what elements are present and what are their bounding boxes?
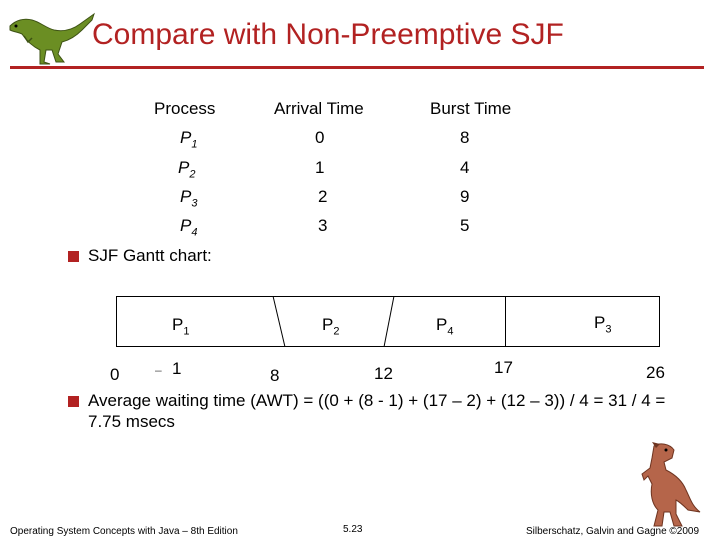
table-row-burst: 8: [460, 128, 470, 147]
table-row-burst: 4: [460, 158, 470, 177]
header-burst-time: Burst Time: [430, 99, 512, 118]
table-row-process: P2: [178, 158, 196, 181]
gantt-heading: SJF Gantt chart:: [88, 246, 212, 265]
table-row-burst: 9: [460, 187, 470, 206]
table-row-arrival: 1: [315, 158, 325, 177]
gantt-tick-dash: –: [155, 363, 162, 377]
gantt-chart: [116, 296, 660, 347]
gantt-segment-p2: P2: [322, 315, 340, 338]
gantt-tick: 1: [172, 359, 182, 378]
footer-book-title: Operating System Concepts with Java – 8t…: [10, 526, 238, 537]
bullet-icon: [68, 251, 79, 262]
bullet-icon: [68, 396, 79, 407]
header-process: Process: [154, 99, 216, 118]
slide-title: Compare with Non-Preemptive SJF: [92, 18, 564, 51]
gantt-divider: [505, 296, 506, 347]
footer-copyright: Silberschatz, Galvin and Gagne ©2009: [526, 526, 700, 537]
table-row-arrival: 2: [318, 187, 328, 206]
dinosaur-mascot-icon: [641, 442, 701, 527]
table-row-process: P3: [180, 187, 198, 210]
table-row-arrival: 0: [315, 128, 325, 147]
gantt-tick: 26: [646, 363, 665, 382]
gantt-tick: 0: [110, 365, 120, 384]
table-row-process: P4: [180, 216, 198, 239]
gantt-tick: 8: [270, 366, 280, 385]
header-arrival-time: Arrival Time: [274, 99, 364, 118]
gantt-divider: [383, 296, 395, 347]
gantt-segment-p4: P4: [436, 315, 454, 338]
gantt-segment-p1: P1: [172, 315, 190, 338]
gantt-segment-p3: P3: [594, 313, 612, 336]
table-row-arrival: 3: [318, 216, 328, 235]
footer-page-number: 5.23: [343, 524, 363, 535]
table-row-burst: 5: [460, 216, 470, 235]
average-waiting-time: Average waiting time (AWT) = ((0 + (8 - …: [88, 391, 666, 431]
gantt-tick: 17: [494, 358, 513, 377]
gantt-tick: 12: [374, 364, 393, 383]
table-row-process: P1: [180, 128, 198, 151]
dinosaur-logo-icon: [9, 12, 95, 65]
gantt-divider: [272, 296, 286, 347]
title-underline: [10, 66, 704, 69]
